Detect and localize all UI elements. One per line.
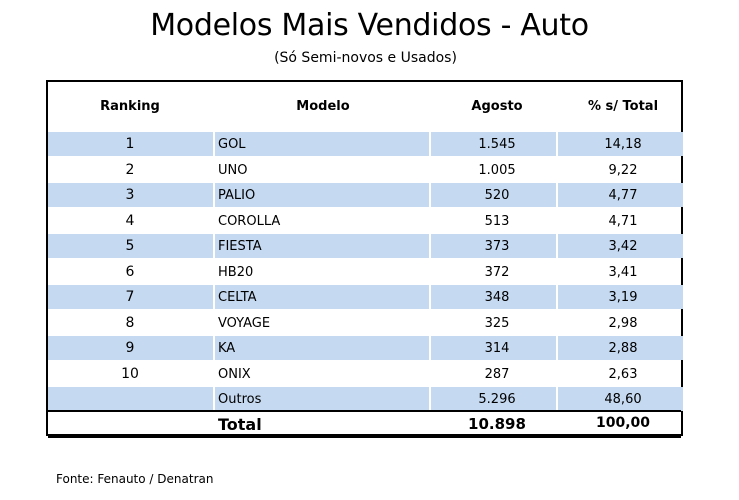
header-modelo: Modelo — [296, 99, 350, 114]
cell-agosto: 1.005 — [478, 162, 516, 178]
row-background — [48, 336, 213, 360]
row-background — [431, 336, 556, 360]
row-background — [558, 336, 683, 360]
table-row: 8 VOYAGE 325 2,98 — [48, 311, 681, 336]
cell-rank: 10 — [121, 365, 139, 382]
row-background — [558, 234, 683, 258]
cell-agosto: 513 — [484, 213, 510, 229]
cell-pct: 2,63 — [608, 366, 638, 382]
row-background — [215, 387, 429, 411]
table-row: 2 UNO 1.005 9,22 — [48, 158, 681, 183]
cell-pct: 3,41 — [608, 264, 638, 280]
page-subtitle: (Só Semi-novos e Usados) — [274, 50, 457, 66]
cell-pct: 3,42 — [608, 239, 638, 254]
row-background — [215, 234, 429, 258]
table-row: 5 FIESTA 373 3,42 — [48, 234, 683, 259]
cell-pct: 4,77 — [608, 188, 638, 203]
cell-rank: 9 — [125, 340, 135, 356]
table-row: 7 CELTA 348 3,19 — [48, 285, 683, 310]
cell-modelo: COROLLA — [218, 213, 281, 229]
cell-modelo: ONIX — [218, 366, 251, 382]
table-row: 10 ONIX 287 2,63 — [48, 362, 681, 387]
cell-agosto: 314 — [484, 341, 510, 356]
row-background — [558, 387, 683, 411]
cell-modelo: FIESTA — [218, 239, 262, 254]
row-background — [48, 234, 213, 258]
cell-pct: 48,60 — [604, 392, 642, 407]
cell-agosto: 348 — [484, 290, 510, 305]
total-row: Total 10.898 100,00 — [48, 410, 681, 438]
cell-pct: 2,88 — [608, 341, 638, 356]
cell-rank: 6 — [125, 263, 135, 280]
table-row: 1 GOL 1.545 14,18 — [48, 132, 683, 157]
row-background — [48, 183, 213, 207]
cell-agosto: 520 — [484, 188, 510, 203]
cell-agosto: 325 — [484, 315, 510, 331]
cell-modelo: HB20 — [218, 264, 254, 280]
row-background — [558, 285, 683, 309]
cell-modelo: PALIO — [218, 188, 256, 203]
source-footer: Fonte: Fenauto / Denatran — [56, 472, 214, 486]
row-background — [558, 132, 683, 156]
cell-agosto: 5.296 — [478, 392, 516, 407]
row-background — [431, 234, 556, 258]
table-row: 9 KA 314 2,88 — [48, 336, 683, 361]
total-agosto: 10.898 — [468, 415, 526, 433]
cell-pct: 14,18 — [604, 137, 642, 152]
row-background — [48, 387, 213, 411]
row-background — [431, 285, 556, 309]
cell-agosto: 287 — [484, 366, 510, 382]
ranking-table: Ranking Modelo Agosto % s/ Total 1 GOL 1.5… — [46, 80, 683, 438]
cell-rank: 1 — [125, 136, 135, 152]
page-title: Modelos Mais Vendidos - Auto — [150, 8, 589, 43]
cell-rank: 7 — [125, 289, 135, 305]
header-ranking: Ranking — [100, 99, 160, 114]
table-row: Outros 5.296 48,60 — [48, 387, 683, 412]
cell-pct: 3,19 — [608, 290, 638, 305]
cell-agosto: 1.545 — [478, 137, 516, 152]
header-agosto: Agosto — [471, 99, 523, 114]
cell-pct: 2,98 — [608, 315, 638, 331]
total-pct: 100,00 — [595, 415, 651, 431]
table-row: 3 PALIO 520 4,77 — [48, 183, 683, 208]
cell-modelo: VOYAGE — [218, 315, 271, 331]
total-label: Total — [218, 415, 262, 434]
cell-rank: 2 — [125, 161, 135, 178]
cell-modelo: Outros — [218, 392, 262, 407]
cell-modelo: CELTA — [218, 290, 257, 305]
row-background — [215, 285, 429, 309]
cell-pct: 9,22 — [608, 162, 638, 178]
cell-rank: 8 — [125, 314, 135, 331]
cell-agosto: 372 — [484, 264, 510, 280]
header-pct: % s/ Total — [587, 99, 659, 114]
cell-modelo: GOL — [218, 137, 246, 152]
row-background — [431, 387, 556, 411]
table-header: Ranking Modelo Agosto % s/ Total — [48, 82, 681, 132]
row-background — [215, 336, 429, 360]
cell-rank: 3 — [125, 187, 135, 203]
row-background — [558, 183, 683, 207]
cell-modelo: KA — [218, 341, 236, 356]
cell-pct: 4,71 — [608, 213, 638, 229]
table-row: 4 COROLLA 513 4,71 — [48, 209, 681, 234]
row-background — [48, 285, 213, 309]
row-background — [431, 132, 556, 156]
row-background — [215, 132, 429, 156]
cell-rank: 5 — [125, 238, 135, 254]
row-background — [431, 183, 556, 207]
row-background — [48, 132, 213, 156]
cell-modelo: UNO — [218, 162, 248, 178]
table-row: 6 HB20 372 3,41 — [48, 260, 681, 285]
cell-agosto: 373 — [484, 239, 510, 254]
row-background — [215, 183, 429, 207]
cell-rank: 4 — [125, 212, 135, 229]
